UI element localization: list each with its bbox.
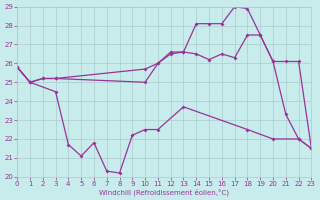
X-axis label: Windchill (Refroidissement éolien,°C): Windchill (Refroidissement éolien,°C)	[99, 188, 229, 196]
